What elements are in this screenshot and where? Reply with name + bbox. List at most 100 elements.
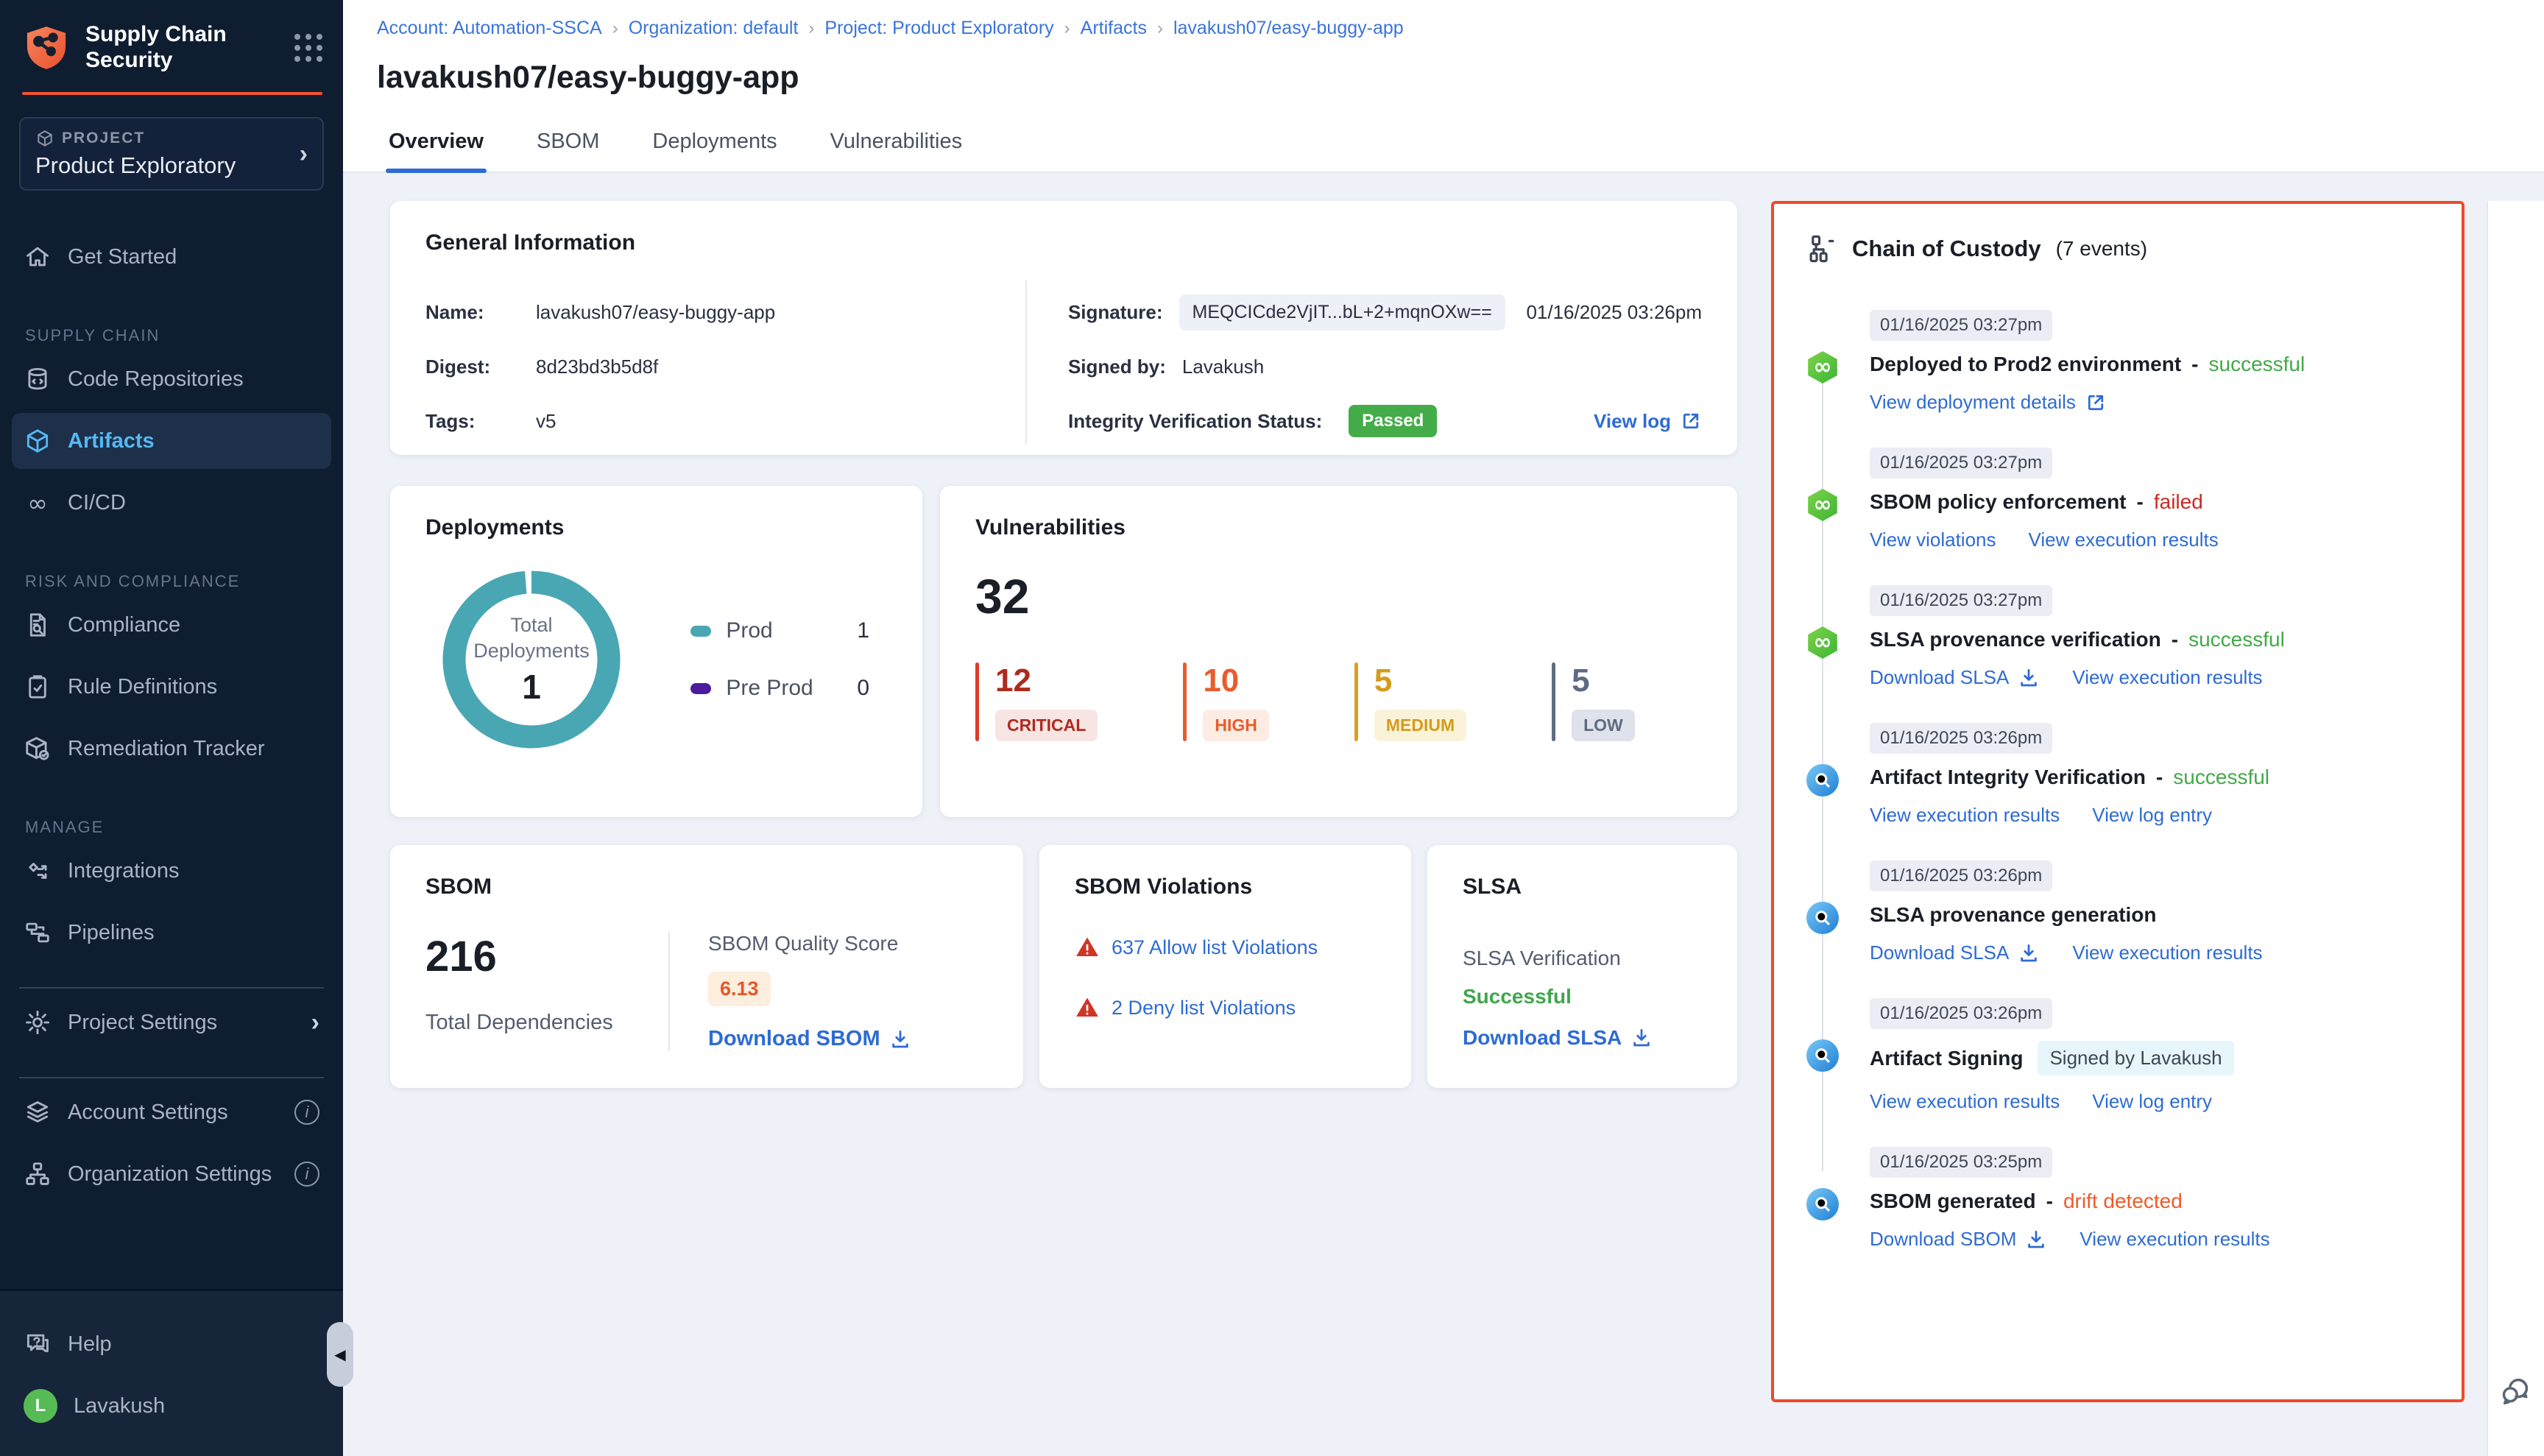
breadcrumb-separator: › [808,18,815,38]
integrity-status-label: Integrity Verification Status: [1067,409,1323,432]
timeline-event-deployed-prod2: 01/16/2025 03:27pm ∞ Deployed to Prod2 e… [1806,310,2429,414]
signature-value[interactable]: MEQCICde2VjIT...bL+2+mqnOXw== [1179,294,1505,331]
card-title: General Information [425,230,636,255]
tab-sbom[interactable]: SBOM [536,130,600,153]
digest-value: 8d23bd3b5d8f [536,355,659,378]
tab-deployments[interactable]: Deployments [652,130,777,153]
breadcrumb-separator: › [1156,18,1163,38]
organization-icon [24,1160,52,1188]
pipeline-hexagon-icon: ∞ [1808,626,1837,659]
download-sbom-link[interactable]: Download SBOM [708,1027,911,1051]
sidebar-item-integrations[interactable]: Integrations [12,843,331,899]
event-title: SLSA provenance generation [1870,903,2157,926]
view-log-link[interactable]: View log [1594,410,1702,433]
chain-of-custody-timeline: 01/16/2025 03:27pm ∞ Deployed to Prod2 e… [1806,310,2429,1251]
breadcrumb-artifact-name[interactable]: lavakush07/easy-buggy-app [1173,18,1404,38]
view-log-entry-link[interactable]: View log entry [2092,1090,2212,1113]
sidebar-item-rule-definitions[interactable]: Rule Definitions [12,659,331,715]
event-timestamp: 01/16/2025 03:26pm [1870,860,2053,891]
search-icon [1810,1192,1835,1217]
download-slsa-link[interactable]: Download SLSA [1870,666,2040,689]
signature-label: Signature: [1067,300,1163,323]
event-title: SBOM policy enforcement [1870,490,2127,513]
slsa-verification-status: Successful [1463,985,1572,1008]
breadcrumb-artifacts[interactable]: Artifacts [1080,18,1147,38]
timeline-event-slsa-provenance-generation: 01/16/2025 03:26pm SLSA provenance gener… [1806,860,2429,964]
box-wrench-icon [24,735,52,763]
view-execution-results-link[interactable]: View execution results [2072,941,2262,964]
chevron-right-icon: › [299,139,308,168]
layers-icon [24,1098,52,1126]
view-execution-results-link[interactable]: View execution results [2029,529,2219,551]
pipelines-flow-icon [24,919,52,947]
event-status: successful [2188,628,2285,651]
breadcrumb: Account: Automation-SSCA › Organization:… [377,18,2544,39]
project-selector[interactable]: PROJECT Product Exploratory › [19,117,324,191]
severity-high: 10 HIGH [1183,662,1269,741]
link-label: View log entry [2092,804,2213,826]
brand-divider [22,92,322,95]
home-icon [24,243,52,271]
sidebar-item-account-settings[interactable]: Account Settings i [12,1084,331,1140]
sidebar-item-remediation-tracker[interactable]: Remediation Tracker [12,721,331,777]
help-chat-icon [24,1330,52,1358]
medium-badge: MEDIUM [1374,710,1467,741]
sidebar-item-get-started[interactable]: Get Started [12,229,331,285]
view-violations-link[interactable]: View violations [1870,529,1996,551]
sidebar-item-label: Code Repositories [68,367,244,391]
sidebar-item-artifacts[interactable]: Artifacts [12,413,331,469]
scan-circle-icon [1806,902,1839,934]
critical-badge: CRITICAL [995,710,1098,741]
deny-list-violations-link[interactable]: 2 Deny list Violations [1112,996,1296,1019]
tab-vulnerabilities[interactable]: Vulnerabilities [830,130,963,153]
project-name: Product Exploratory [35,152,236,178]
scan-circle-icon [1806,764,1839,796]
view-execution-results-link[interactable]: View execution results [2080,1228,2269,1251]
avatar: L [24,1389,57,1423]
feedback-chat-icon[interactable] [2499,1374,2533,1407]
integrations-icon [24,857,52,885]
breadcrumb-project[interactable]: Project: Product Exploratory [824,18,1054,38]
clipboard-check-icon [24,673,52,701]
legend-value: 1 [857,618,869,643]
view-deployment-details-link[interactable]: View deployment details [1870,391,2107,414]
digest-label: Digest: [425,355,491,378]
view-execution-results-link[interactable]: View execution results [2072,666,2262,689]
user-menu[interactable]: L Lavakush [12,1378,331,1434]
sidebar-item-organization-settings[interactable]: Organization Settings i [12,1146,331,1202]
download-sbom-link[interactable]: Download SBOM [1870,1228,2047,1251]
download-slsa-link[interactable]: Download SLSA [1870,941,2040,964]
event-title: Artifact Signing [1870,1046,2024,1070]
download-slsa-link[interactable]: Download SLSA [1463,1026,1653,1050]
vulnerabilities-card: Vulnerabilities 32 12 CRITICAL [940,486,1737,817]
sidebar-item-label: Organization Settings [68,1162,272,1186]
sidebar-item-compliance[interactable]: Compliance [12,597,331,653]
view-log-entry-link[interactable]: View log entry [2092,804,2212,827]
sidebar-item-code-repositories[interactable]: Code Repositories [12,351,331,407]
sidebar-item-help[interactable]: Help [12,1316,331,1372]
event-dash: - [2136,490,2144,513]
external-link-icon [2085,392,2107,414]
breadcrumb-account[interactable]: Account: Automation-SSCA [377,18,602,38]
link-label: View execution results [1870,804,2060,826]
breadcrumb-organization[interactable]: Organization: default [628,18,799,38]
artifact-name-value: lavakush07/easy-buggy-app [536,300,776,323]
link-label: Download SLSA [1870,941,2010,964]
sidebar-item-project-settings[interactable]: Project Settings › [12,994,331,1050]
view-execution-results-link[interactable]: View execution results [1870,1090,2060,1113]
app-switcher-grid-icon[interactable] [294,33,322,62]
sidebar-item-pipelines[interactable]: Pipelines [12,905,331,961]
download-icon [2018,667,2040,689]
sidebar-item-cicd[interactable]: ∞ CI/CD [12,475,331,531]
event-timestamp: 01/16/2025 03:26pm [1870,998,2053,1029]
severity-bar [1183,662,1187,741]
sidebar-collapse-handle[interactable]: ◀ [327,1322,353,1387]
event-title: Artifact Integrity Verification [1870,766,2146,788]
view-execution-results-link[interactable]: View execution results [1870,804,2060,827]
donut-center-label: Total Deployments [473,613,590,662]
timeline-event-artifact-integrity-verification: 01/16/2025 03:26pm Artifact Integrity Ve… [1806,723,2429,827]
tab-bar: Overview SBOM Deployments Vulnerabilitie… [343,118,2544,173]
tab-overview[interactable]: Overview [386,118,487,173]
link-label: View violations [1870,529,1996,551]
allow-list-violations-link[interactable]: 637 Allow list Violations [1112,936,1318,958]
